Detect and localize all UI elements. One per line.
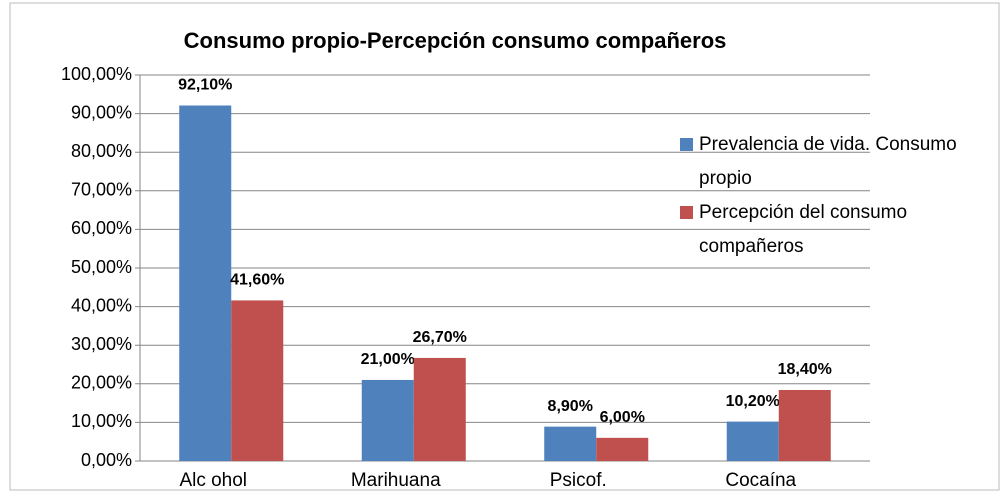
data-label: 21,00% [361,351,415,368]
y-tick-label: 0,00% [81,450,132,470]
y-tick-label: 50,00% [71,257,132,277]
bar [544,426,597,461]
y-tick-label: 60,00% [71,218,132,238]
bar [778,389,831,461]
bar [726,421,779,461]
y-tick-label: 80,00% [71,141,132,161]
x-tick-label: Cocaína [725,470,796,491]
data-label: 26,70% [413,329,467,346]
data-label: 41,60% [230,272,284,289]
x-tick-label: Psicof. [550,470,607,491]
legend-label: Prevalencia de vida. Consumo propio [699,134,957,189]
legend-item: Prevalencia de vida. Consumo propio [680,128,980,196]
legend-swatch [680,206,693,219]
legend-swatch [680,138,693,151]
bar [596,437,649,461]
bar [413,357,466,461]
y-tick-label: 40,00% [71,295,132,315]
y-tick-label: 90,00% [71,102,132,122]
data-label: 8,90% [548,398,593,415]
y-tick-label: 70,00% [71,180,132,200]
y-tick-label: 100,00% [61,64,132,84]
x-tick-label: Alc ohol [179,470,247,491]
y-tick-label: 30,00% [71,334,132,354]
data-label: 10,20% [726,393,780,410]
bar [179,105,232,461]
legend-label: Percepción del consumo compañeros [699,202,908,257]
y-tick-label: 20,00% [71,373,132,393]
bar [361,379,414,461]
x-tick-label: Marihuana [351,470,441,491]
chart-border [9,2,1000,491]
data-label: 92,10% [178,77,232,94]
y-tick-label: 10,00% [71,411,132,431]
legend: Prevalencia de vida. Consumo propio Perce… [680,128,980,264]
legend-item: Percepción del consumo compañeros [680,196,980,264]
data-label: 18,40% [778,361,832,378]
chart-title: Consumo propio-Percepción consumo compañ… [184,28,727,53]
bar [231,300,284,461]
data-label: 6,00% [600,409,645,426]
